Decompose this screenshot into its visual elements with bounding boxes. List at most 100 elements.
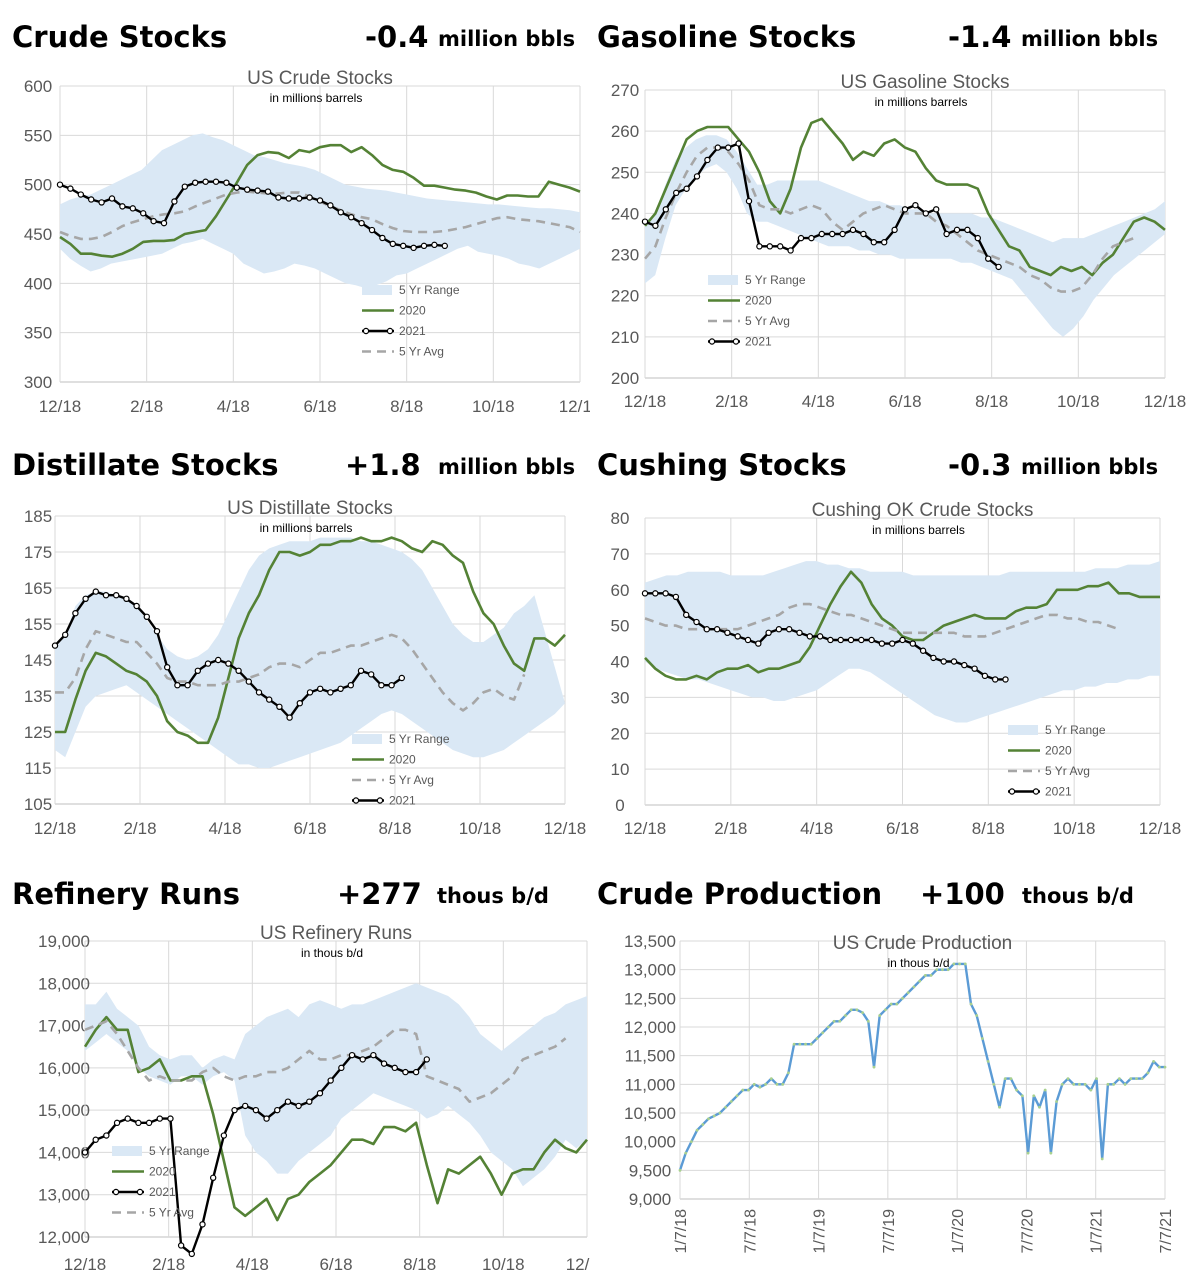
production-point [804, 1042, 807, 1046]
series-2021-point [194, 667, 201, 674]
production-point [1060, 1082, 1064, 1086]
series-2021-point [912, 201, 919, 209]
x-tick-label: 7/7/19 [881, 1209, 898, 1254]
production-point [918, 979, 922, 983]
series-2021-point [103, 1132, 110, 1139]
change-unit: million bbls [1021, 27, 1159, 51]
legend-label: 5 Yr Avg [399, 345, 444, 359]
legend-swatch-range [708, 275, 738, 285]
series-2021-point [402, 1068, 409, 1076]
production-point [901, 996, 904, 1000]
series-2021-point [847, 636, 855, 644]
series-2021-point [150, 217, 157, 225]
series-2021-point [662, 206, 670, 213]
series-2021-point [388, 681, 395, 689]
legend-label: 2021 [149, 1185, 176, 1199]
series-2021-point [368, 226, 376, 234]
y-tick-label: 9,000 [629, 1190, 672, 1209]
y-tick-label: 15,000 [38, 1101, 90, 1120]
production-point [1015, 1088, 1019, 1092]
legend-label: 5 Yr Range [1045, 723, 1106, 737]
series-2021-point [337, 685, 344, 692]
production-point [781, 1082, 785, 1086]
legend-label: 5 Yr Range [745, 273, 806, 287]
change-value: -1.4 [948, 20, 1012, 54]
y-tick-label: 60 [611, 581, 630, 600]
y-tick-label: 12,500 [624, 989, 676, 1008]
series-2021-point [167, 1115, 174, 1122]
series-production-line [678, 962, 1165, 1171]
x-tick-label: 10/18 [1053, 819, 1096, 838]
series-5yr-avg-line [644, 602, 1120, 638]
series-2020-line [644, 117, 1166, 277]
production-point [1152, 1060, 1155, 1063]
series-2021-point [985, 255, 992, 262]
series-2021-point [881, 239, 888, 246]
series-2021-point [412, 1068, 420, 1076]
production-point [1140, 1077, 1144, 1080]
series-2021-point [860, 230, 867, 238]
series-2021-point [255, 689, 263, 696]
production-point [923, 974, 927, 977]
series-2021-point [703, 626, 711, 633]
production-point [707, 1117, 710, 1121]
series-2021-point [348, 214, 355, 221]
panel-title: Distillate Stocks [12, 448, 279, 482]
legend-label: 2020 [149, 1165, 176, 1179]
x-tick-label: 8/18 [403, 1255, 436, 1274]
production-point [872, 1065, 876, 1069]
chart-title: US Crude Stocks [247, 68, 393, 89]
production-point [941, 968, 944, 972]
production-point [1123, 1082, 1127, 1086]
series-2021-point [818, 230, 825, 238]
series-2021-point [306, 1098, 313, 1105]
series-2021-point [67, 185, 74, 192]
series-2021-point [379, 234, 386, 242]
y-tick-label: 115 [24, 759, 51, 778]
production-point [678, 1168, 682, 1172]
series-2021-point [971, 665, 978, 672]
series-2021-point [284, 1098, 292, 1105]
series-2021-point [337, 209, 344, 216]
series-2021-point [214, 656, 222, 664]
change-unit: million bbls [438, 27, 576, 51]
panel-title: Cushing Stocks [597, 448, 847, 482]
series-2021-point [837, 636, 844, 644]
x-tick-label: 12/18 [566, 1255, 590, 1274]
y-tick-label: 0 [615, 796, 624, 815]
change-value: -0.4 [365, 20, 429, 54]
x-tick-label: 12/18 [34, 819, 77, 838]
series-2021-point [745, 197, 753, 205]
production-point [861, 1011, 864, 1015]
production-point [884, 1008, 887, 1012]
x-tick-label: 4/18 [236, 1255, 269, 1274]
y-tick-label: 40 [611, 653, 630, 672]
series-2020-line [644, 570, 1160, 681]
series-2021-point [98, 199, 105, 206]
y-tick-label: 250 [611, 163, 639, 182]
series-2021-point [995, 263, 1002, 271]
x-tick-label: 12/18 [544, 819, 587, 838]
production-point [1163, 1065, 1167, 1069]
series-2021-point [940, 658, 947, 665]
distillate-stocks-panel: Distillate Stocks +1.8 million bbls 105 1… [0, 430, 590, 860]
series-2021-point [755, 640, 762, 647]
production-point [1089, 1088, 1093, 1092]
x-tick-label: 12/18 [1139, 819, 1182, 838]
series-2021-point [139, 210, 147, 217]
production-point [826, 1025, 830, 1029]
series-2021-point [961, 661, 968, 669]
y-tick-label: 16,000 [38, 1059, 90, 1078]
panel-title: Crude Stocks [12, 20, 228, 54]
y-tick-label: 600 [24, 77, 52, 96]
series-2021-point [306, 194, 313, 201]
production-point [855, 1008, 859, 1012]
series-2021-point [683, 185, 690, 192]
production-point [935, 968, 939, 972]
production-point [1135, 1077, 1138, 1080]
x-tick-label: 2/18 [714, 819, 747, 838]
legend-swatch-marker [386, 327, 394, 335]
series-2021-point [220, 1132, 228, 1139]
series-2021-point [398, 674, 405, 682]
series-2021-point [400, 242, 407, 250]
